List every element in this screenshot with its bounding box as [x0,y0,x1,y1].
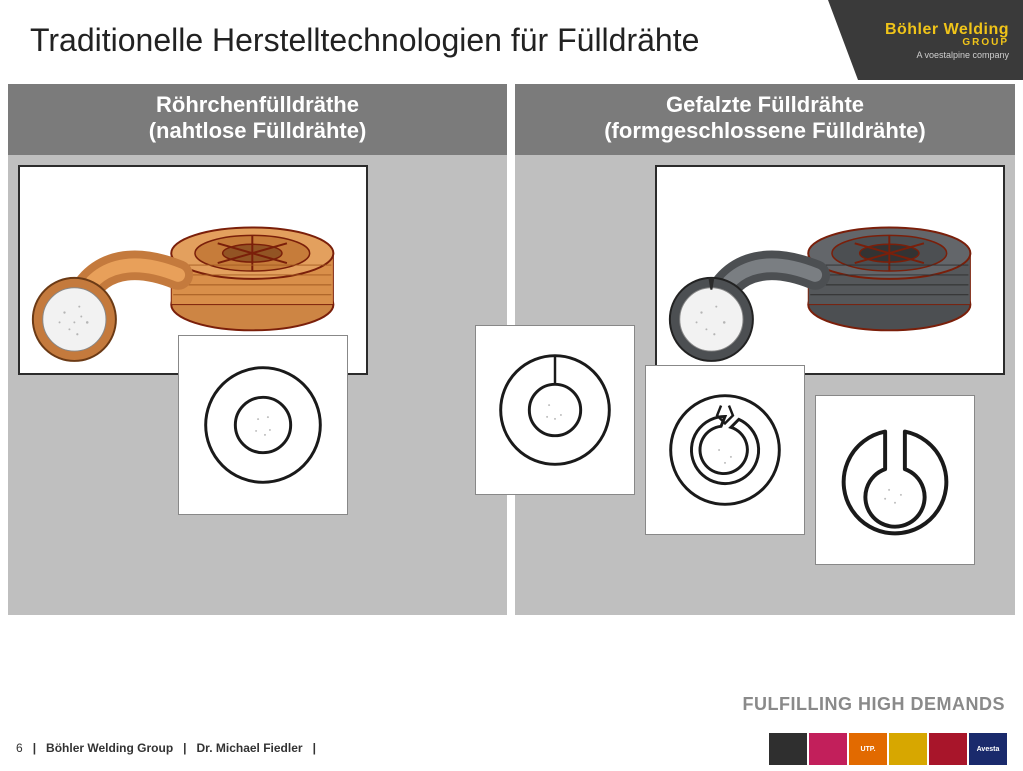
footer-author: Dr. Michael Fiedler [197,741,303,755]
col-folded-header: Gefalzte Fülldrähte (formgeschlossene Fü… [515,84,1015,155]
separator: | [183,741,186,755]
col-folded-body [515,155,1015,615]
folded-wire-illustration [655,165,1005,375]
wire-cross-section-icon [670,265,815,361]
seamless-cross-section-diagram [178,335,348,515]
col-seamless: Röhrchenfülldräthe (nahtlose Fülldrähte) [8,84,507,615]
separator: | [313,741,316,755]
col-seamless-header: Röhrchenfülldräthe (nahtlose Fülldrähte) [8,84,507,155]
col-seamless-heading1: Röhrchenfülldräthe [14,92,501,118]
spool-icon [171,227,333,330]
col-seamless-body [8,155,507,615]
col-folded-heading2: (formgeschlossene Fülldrähte) [521,118,1009,144]
brand-tagline: A voestalpine company [916,50,1009,60]
col-folded: Gefalzte Fülldrähte (formgeschlossene Fü… [515,84,1015,615]
col-seamless-heading2: (nahtlose Fülldrähte) [14,118,501,144]
spool-icon [808,227,970,330]
folded-diagram-folded [815,395,975,565]
footer-tagline: FULFILLING HIGH DEMANDS [743,694,1005,715]
folded-diagram-butt [475,325,635,495]
brand-group: GROUP [962,37,1009,48]
wire-cross-section-icon [33,265,178,361]
folded-diagram-overlap [645,365,805,535]
folded-wire-svg [657,165,1003,375]
separator: | [33,741,36,755]
brand-logo-badge: Böhler Welding GROUP A voestalpine compa… [828,0,1023,80]
footer-bar: 6 | Böhler Welding Group | Dr. Michael F… [0,725,1023,771]
footer-org: Böhler Welding Group [46,741,173,755]
page-title: Traditionelle Herstelltechnologien für F… [30,20,750,60]
comparison-row: Röhrchenfülldräthe (nahtlose Fülldrähte) [0,84,1023,615]
page-number: 6 [16,741,23,755]
col-folded-heading1: Gefalzte Fülldrähte [521,92,1009,118]
